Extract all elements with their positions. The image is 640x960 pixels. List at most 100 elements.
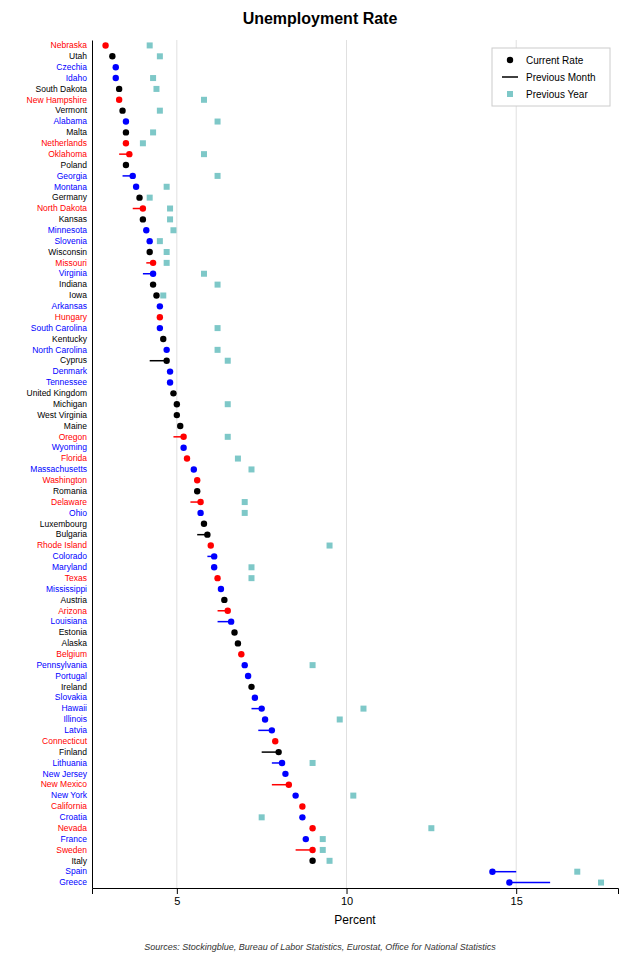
previous-year-marker [164,249,170,255]
current-rate-dot [211,564,217,570]
current-rate-dot [123,118,129,124]
y-tick-label: Idaho [66,73,88,83]
legend-symbol [502,76,518,78]
y-tick: Illinois [63,714,87,724]
y-tick: Ireland [61,682,87,692]
y-tick-label: Illinois [63,714,87,724]
y-tick-label: Maine [64,421,87,431]
grid-line [346,40,347,888]
y-tick-label: Germany [52,192,88,202]
current-rate-dot [208,542,214,548]
current-rate-dot [272,738,278,744]
y-tick: Austria [61,595,88,605]
current-rate-dot [197,510,203,516]
y-tick: Bulgaria [56,529,87,539]
previous-year-marker [215,282,221,288]
current-rate-dot [116,86,122,92]
x-axis-line [93,889,619,895]
previous-year-marker [201,97,207,103]
current-rate-dot [282,771,288,777]
y-tick-label: Kentucky [52,334,88,344]
y-tick: Pennsylvania [36,660,87,670]
y-tick-label: Czechia [56,62,87,72]
previous-year-marker [164,184,170,190]
y-tick: Alabama [53,116,87,126]
grid [177,40,516,888]
y-tick-label: Hawaii [61,703,87,713]
y-tick-label: South Dakota [35,84,87,94]
y-tick: Czechia [56,62,87,72]
previous-year-marker [215,325,221,331]
current-rate-dot [157,314,163,320]
y-tick-label: Virginia [59,268,87,278]
current-rate-dot [180,434,186,440]
y-tick-label: Oklahoma [48,149,87,159]
y-tick: North Carolina [32,345,87,355]
y-tick-label: Slovenia [54,236,87,246]
current-rate-dot [146,249,152,255]
y-tick-label: Bulgaria [56,529,87,539]
previous-year-marker [170,227,176,233]
y-tick-label: Estonia [59,627,88,637]
previous-year-marker [215,119,221,125]
y-tick: Estonia [59,627,88,637]
y-tick-label: Cyprus [60,355,87,365]
x-tick-mark [516,888,517,894]
y-tick-label: Connecticut [42,736,88,746]
current-rate-dot [109,53,115,59]
legend-item: Previous Month [502,72,595,83]
x-tick-label: 10 [341,895,353,907]
y-tick: Delaware [51,497,87,507]
x-tick-label: 15 [511,895,523,907]
current-rate-dot [275,749,281,755]
y-tick-label: Arkansas [52,301,87,311]
y-tick: Kansas [59,214,87,224]
current-rate-dot [130,173,136,179]
y-axis: NebraskaUtahCzechiaIdahoSouth DakotaNew … [27,40,93,888]
legend-box [492,48,610,106]
y-tick-label: North Dakota [37,203,87,213]
previous-year-marker [201,151,207,157]
y-tick-label: Pennsylvania [36,660,87,670]
current-rate-dot [150,260,156,266]
y-tick: Vermont [55,105,87,115]
current-rate-dot [245,673,251,679]
y-tick: Georgia [57,171,88,181]
y-tick-label: Sweden [56,845,87,855]
previous-year-marker [248,564,254,570]
y-tick: West Virginia [37,410,87,420]
current-rate-dot [279,760,285,766]
y-tick: Idaho [66,73,88,83]
current-rate-dot [262,716,268,722]
current-rate-dot [218,586,224,592]
y-tick-label: France [61,834,88,844]
previous-year-markers [140,42,604,885]
y-tick-label: Indiana [59,279,87,289]
current-rate-dot [184,455,190,461]
current-rate-dot [136,194,142,200]
y-tick-label: Wisconsin [48,247,87,257]
y-tick: Latvia [64,725,87,735]
previous-year-marker [225,401,231,407]
previous-month-lines [119,154,550,882]
y-tick-label: Nebraska [51,40,88,50]
y-tick-label: United Kingdom [27,388,87,398]
y-tick-label: Maryland [52,562,87,572]
y-tick: Washington [42,475,87,485]
y-tick-label: Croatia [60,812,88,822]
legend-label: Current Rate [526,55,584,66]
y-axis-line [92,41,93,889]
previous-year-marker [259,814,265,820]
y-tick-label: Slovakia [55,692,87,702]
current-rate-dot [163,358,169,364]
previous-year-marker [248,575,254,581]
y-tick: Connecticut [42,736,88,746]
previous-year-marker [164,260,170,266]
y-tick: Romania [53,486,87,496]
y-tick-label: Alaska [61,638,87,648]
current-rate-dot [163,347,169,353]
y-tick-label: Rhode Island [37,540,87,550]
y-tick: Mississippi [46,584,87,594]
previous-year-marker [337,716,343,722]
plot: 51015NebraskaUtahCzechiaIdahoSouth Dakot… [27,40,619,907]
